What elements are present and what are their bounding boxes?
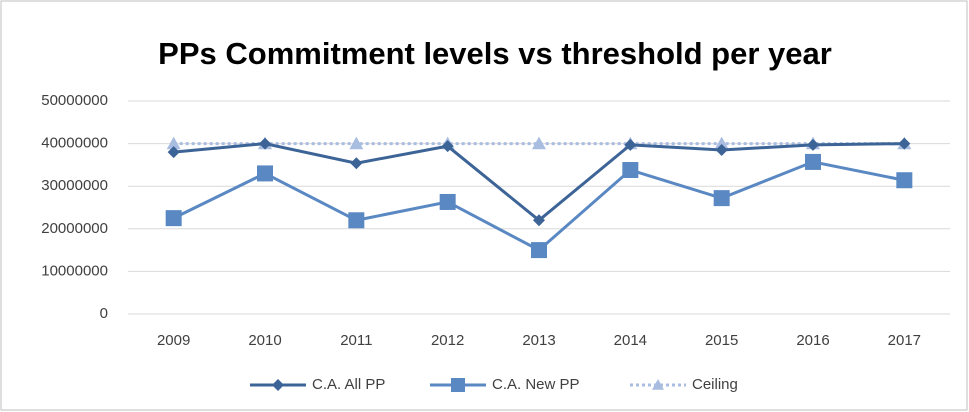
- legend-label: C.A. New PP: [492, 376, 580, 393]
- square-marker: [805, 153, 821, 170]
- square-marker: [713, 190, 730, 207]
- square-marker: [165, 210, 182, 227]
- y-tick-label: 20000000: [41, 220, 108, 237]
- legend-label: Ceiling: [692, 376, 738, 393]
- x-tick-label: 2013: [522, 332, 555, 349]
- legend-marker: [272, 379, 284, 391]
- y-tick-label: 30000000: [41, 177, 108, 194]
- square-marker: [531, 242, 547, 259]
- triangle-marker: [349, 136, 364, 150]
- x-tick-label: 2016: [796, 332, 829, 349]
- x-tick-label: 2014: [614, 332, 647, 349]
- y-tick-label: 50000000: [41, 92, 108, 109]
- triangle-marker: [532, 136, 546, 150]
- y-tick-label: 10000000: [41, 262, 108, 279]
- diamond-marker: [350, 157, 363, 170]
- diamond-marker: [259, 137, 271, 150]
- square-marker: [622, 162, 639, 179]
- diamond-marker: [715, 143, 728, 156]
- y-tick-label: 0: [100, 305, 108, 322]
- diamond-marker: [441, 140, 454, 153]
- y-tick-label: 40000000: [41, 135, 108, 152]
- diamond-marker: [898, 137, 911, 150]
- chart-title: PPs Commitment levels vs threshold per y…: [158, 36, 832, 71]
- diamond-marker: [807, 138, 819, 151]
- diamond-marker: [624, 138, 637, 151]
- diamond-marker: [533, 214, 545, 227]
- x-tick-label: 2012: [431, 332, 464, 349]
- x-tick-label: 2010: [248, 332, 281, 349]
- triangle-marker: [714, 136, 729, 150]
- legend-label: C.A. All PP: [312, 376, 385, 393]
- triangle-marker: [166, 136, 181, 150]
- square-marker: [348, 212, 365, 229]
- square-marker: [257, 165, 273, 182]
- square-marker: [439, 193, 456, 210]
- square-marker: [896, 172, 913, 189]
- legend-marker: [451, 378, 465, 392]
- x-tick-label: 2011: [340, 332, 372, 349]
- x-tick-label: 2017: [888, 332, 921, 349]
- diamond-marker: [167, 146, 180, 159]
- x-tick-label: 2015: [705, 332, 738, 349]
- legend-marker: [652, 379, 664, 390]
- x-tick-label: 2009: [157, 332, 190, 349]
